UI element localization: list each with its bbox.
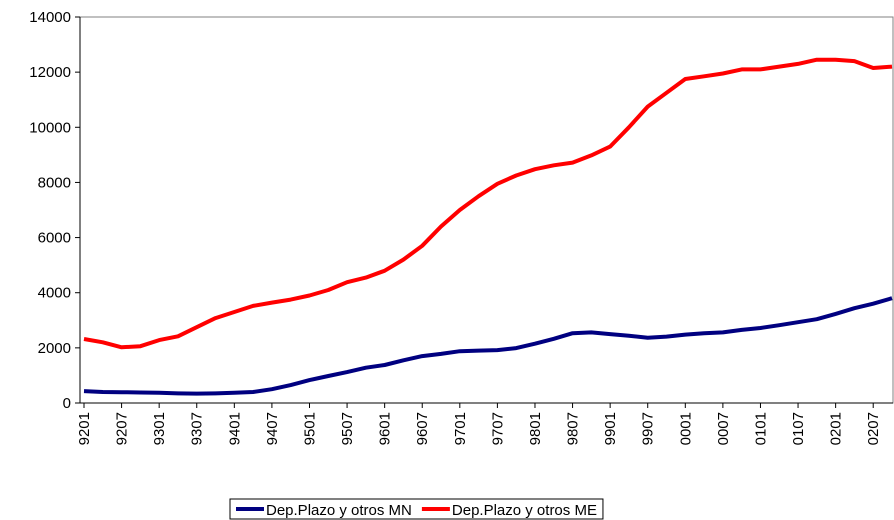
y-tick-label: 14000 (29, 9, 71, 26)
series-line (83, 57, 893, 350)
x-tick-label: 0107 (790, 412, 807, 445)
y-tick-label: 8000 (38, 174, 71, 191)
plot-area (79, 16, 894, 404)
x-tick-label: 9801 (527, 412, 544, 445)
legend-label: Dep.Plazo y otros MN (266, 502, 412, 519)
x-tick-label: 0207 (865, 412, 882, 445)
x-tick-label: 9907 (640, 412, 657, 445)
series-line (83, 296, 893, 396)
y-tick-label: 4000 (38, 285, 71, 302)
x-tick-label: 9207 (114, 412, 131, 445)
legend-box (229, 498, 604, 520)
x-tick-label: 0001 (677, 412, 694, 445)
legend-label: Dep.Plazo y otros ME (452, 502, 597, 519)
y-tick-label: 2000 (38, 340, 71, 357)
x-tick-label: 9401 (226, 412, 243, 445)
x-tick-label: 9707 (489, 412, 506, 445)
x-tick-label: 9301 (151, 412, 168, 445)
x-tick-label: 9601 (377, 412, 394, 445)
x-tick-label: 9201 (76, 412, 93, 445)
legend: Dep.Plazo y otros MN Dep.Plazo y otros ME (229, 498, 604, 520)
x-tick-label: 9307 (189, 412, 206, 445)
x-tick-label: 9901 (602, 412, 619, 445)
y-tick-label: 12000 (29, 64, 71, 81)
x-tick-label: 9507 (339, 412, 356, 445)
x-tick-label: 0007 (715, 412, 732, 445)
y-tick-label: 0 (63, 395, 71, 412)
x-tick-label: 9701 (452, 412, 469, 445)
y-tick-label: 10000 (29, 119, 71, 136)
x-tick-label: 9501 (301, 412, 318, 445)
x-tick-label: 0101 (752, 412, 769, 445)
x-tick-label: 9407 (264, 412, 281, 445)
y-tick-label: 6000 (38, 230, 71, 247)
x-tick-label: 9607 (414, 412, 431, 445)
x-tick-label: 0201 (828, 412, 845, 445)
x-tick-label: 9807 (565, 412, 582, 445)
